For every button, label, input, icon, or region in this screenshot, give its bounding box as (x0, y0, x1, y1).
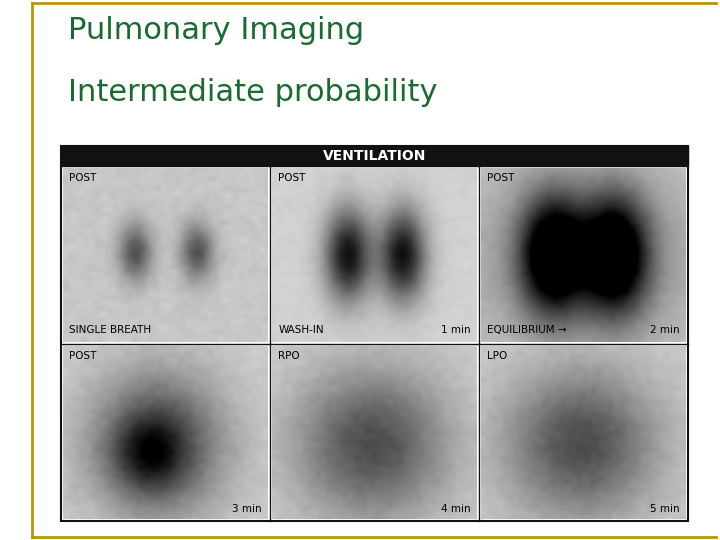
Text: POST: POST (70, 173, 97, 183)
Text: Pulmonary Imaging: Pulmonary Imaging (68, 16, 364, 45)
Text: 3 min: 3 min (232, 504, 261, 514)
Text: POST: POST (70, 350, 97, 361)
Bar (61, 146, 688, 166)
Text: POST: POST (279, 173, 306, 183)
Text: 2 min: 2 min (649, 325, 679, 335)
Bar (61, 146, 688, 521)
Text: SINGLE BREATH: SINGLE BREATH (70, 325, 152, 335)
Text: 5 min: 5 min (649, 504, 679, 514)
Text: EQUILIBRIUM →: EQUILIBRIUM → (487, 325, 567, 335)
Text: LPO: LPO (487, 350, 508, 361)
Text: VENTILATION: VENTILATION (323, 149, 426, 163)
Text: 4 min: 4 min (441, 504, 470, 514)
Text: RPO: RPO (279, 350, 300, 361)
Text: 1 min: 1 min (441, 325, 470, 335)
Text: Intermediate probability: Intermediate probability (68, 78, 438, 107)
Text: WASH-IN: WASH-IN (279, 325, 324, 335)
Text: POST: POST (487, 173, 515, 183)
